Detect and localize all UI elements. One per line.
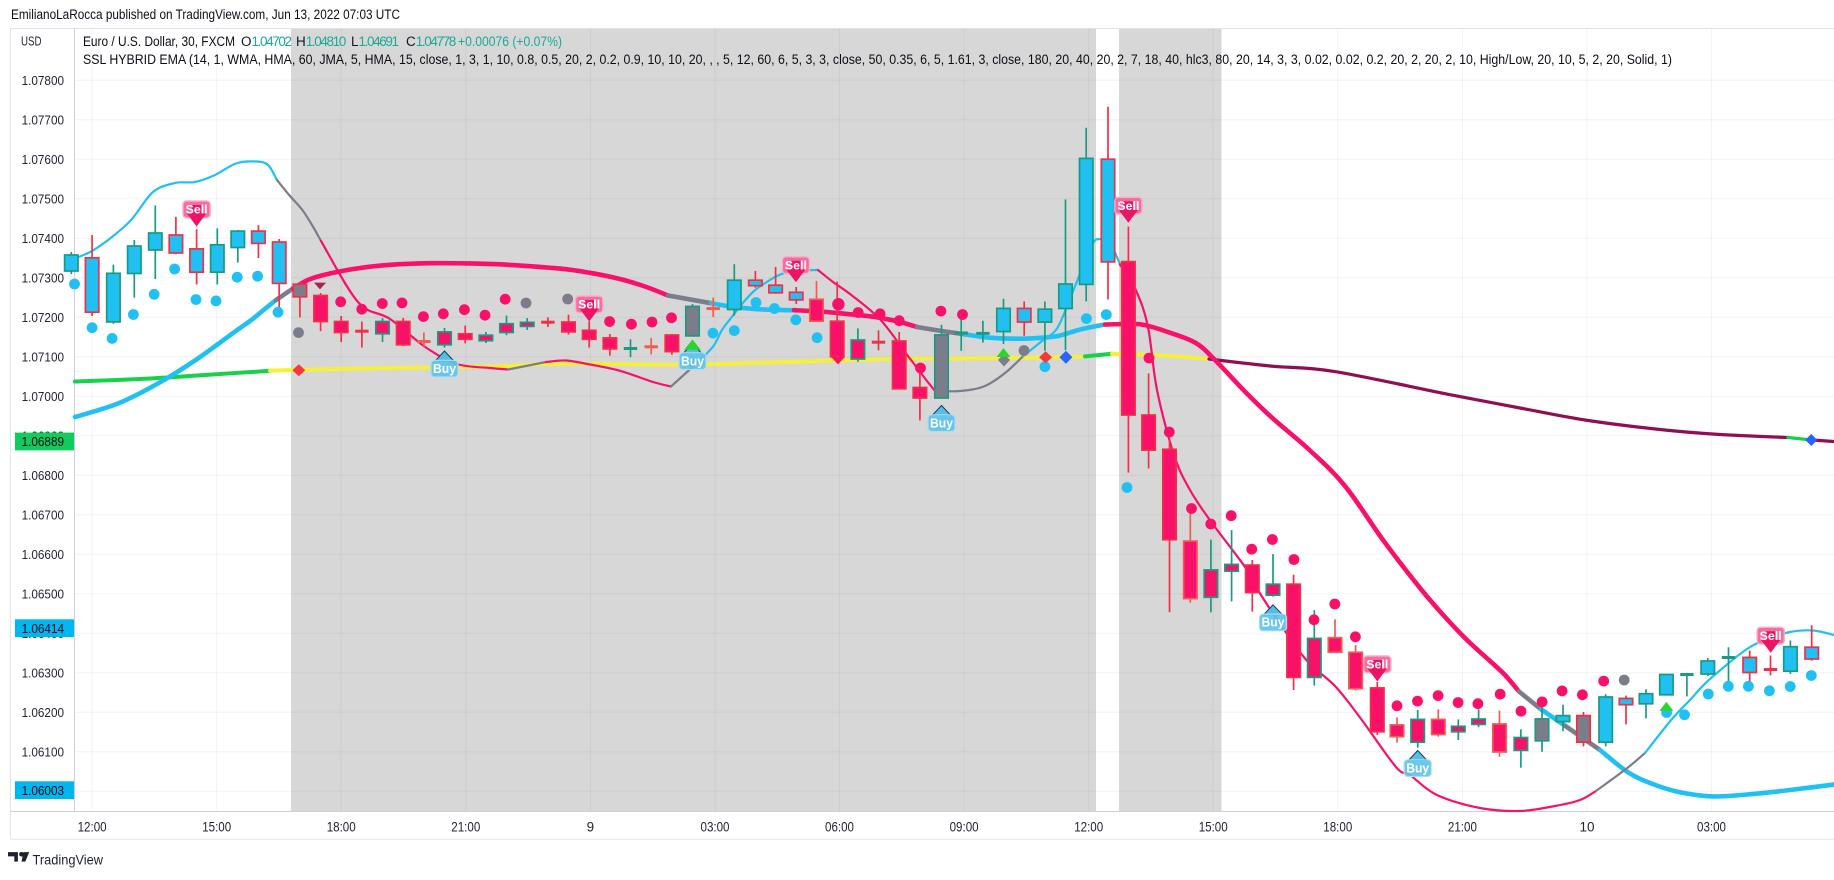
svg-text:1.07300: 1.07300 [22, 270, 64, 285]
svg-text:1.07500: 1.07500 [22, 191, 64, 206]
svg-text:Buy: Buy [1406, 761, 1429, 775]
svg-text:9: 9 [587, 820, 595, 835]
svg-text:Sell: Sell [578, 298, 600, 312]
svg-text:Sell: Sell [1117, 199, 1139, 213]
svg-text:Sell: Sell [186, 203, 208, 217]
svg-text:1.07400: 1.07400 [22, 231, 64, 246]
svg-text:1.06700: 1.06700 [22, 507, 64, 522]
svg-text:18:00: 18:00 [1323, 820, 1352, 835]
svg-text:15:00: 15:00 [1199, 820, 1228, 835]
svg-text:06:00: 06:00 [825, 820, 854, 835]
svg-text:03:00: 03:00 [1697, 820, 1726, 835]
svg-text:1.06889: 1.06889 [22, 434, 64, 449]
svg-text:10: 10 [1579, 820, 1594, 835]
svg-text:12:00: 12:00 [78, 820, 107, 835]
svg-text:1.07000: 1.07000 [22, 389, 64, 404]
svg-text:Buy: Buy [433, 362, 456, 376]
svg-text:18:00: 18:00 [327, 820, 356, 835]
svg-text:15:00: 15:00 [202, 820, 231, 835]
svg-text:21:00: 21:00 [1448, 820, 1477, 835]
svg-text:1.07600: 1.07600 [22, 152, 64, 167]
svg-text:EmilianoLaRocca published on T: EmilianoLaRocca published on TradingView… [11, 7, 400, 22]
svg-text:Sell: Sell [1760, 629, 1782, 643]
svg-text:Buy: Buy [930, 417, 953, 431]
svg-text:1.06500: 1.06500 [22, 586, 64, 601]
svg-text:12:00: 12:00 [1074, 820, 1103, 835]
svg-text:TradingView: TradingView [33, 852, 104, 867]
svg-text:03:00: 03:00 [701, 820, 730, 835]
svg-text:1.06003: 1.06003 [22, 783, 64, 798]
svg-text:Sell: Sell [785, 258, 807, 272]
svg-text:1.07700: 1.07700 [22, 112, 64, 127]
svg-text:1.06200: 1.06200 [22, 705, 64, 720]
svg-text:21:00: 21:00 [451, 820, 480, 835]
svg-text:1.07800: 1.07800 [22, 73, 64, 88]
svg-text:1.06300: 1.06300 [22, 665, 64, 680]
svg-text:1.06414: 1.06414 [22, 621, 64, 636]
svg-text:1.06100: 1.06100 [22, 744, 64, 759]
svg-text:SSL HYBRID EMA (14, 1, WMA, HM: SSL HYBRID EMA (14, 1, WMA, HMA, 60, JMA… [83, 52, 1672, 67]
svg-text:Buy: Buy [1262, 616, 1285, 630]
svg-text:09:00: 09:00 [950, 820, 979, 835]
svg-text:1.06600: 1.06600 [22, 547, 64, 562]
svg-text:1.07100: 1.07100 [22, 349, 64, 364]
svg-text:USD: USD [21, 34, 42, 49]
svg-text:Sell: Sell [1366, 658, 1388, 672]
svg-text:Buy: Buy [681, 355, 704, 369]
svg-text:1.07200: 1.07200 [22, 310, 64, 325]
svg-text:1.06800: 1.06800 [22, 468, 64, 483]
